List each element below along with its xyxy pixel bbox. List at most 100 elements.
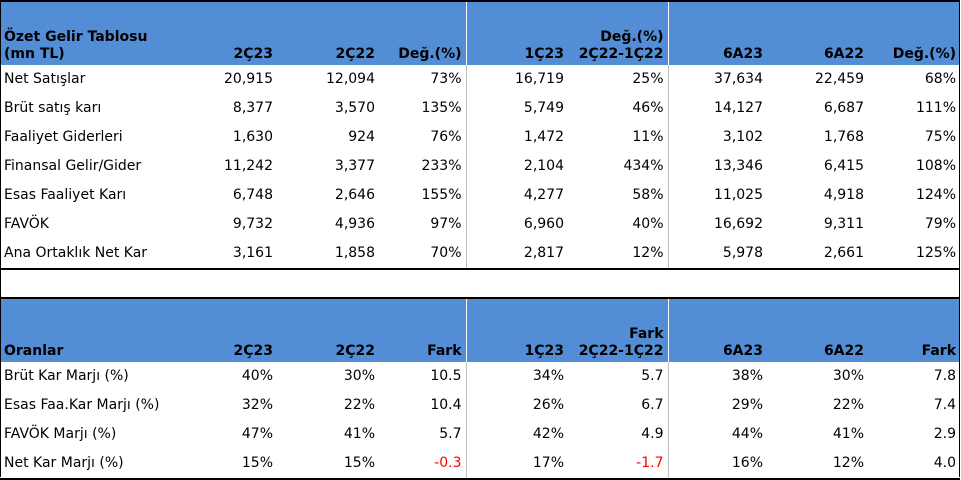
table-cell: -0.3	[434, 455, 462, 471]
table-cell: 97%	[430, 216, 462, 232]
table-cell: 4,936	[334, 216, 375, 232]
header-cell: 6A22	[767, 1, 868, 65]
table-cell: 29%	[667, 391, 767, 420]
table-cell: 7.4	[933, 397, 956, 413]
table-cell: -1.7	[636, 455, 664, 471]
table-cell: 8,377	[232, 100, 273, 116]
table-cell: 12%	[632, 245, 664, 261]
table-cell: 68%	[924, 71, 956, 87]
table-cell: 40%	[241, 368, 273, 384]
header-cell: 1Ç23	[465, 1, 568, 65]
table-cell: 5.7	[641, 368, 664, 384]
table-cell: 41%	[832, 426, 864, 442]
table-cell: 3,102	[667, 123, 767, 152]
table-cell: 3,161	[232, 245, 273, 261]
table-cell: 7.8	[933, 368, 956, 384]
table-cell: 32%	[241, 397, 273, 413]
row-label: Net Kar Marjı (%)	[4, 455, 124, 471]
table-cell: 2,817	[465, 239, 568, 269]
table-cell: 44%	[667, 420, 767, 449]
table-cell: 73%	[430, 71, 462, 87]
header-cell: 2Ç22	[277, 298, 379, 362]
row-label: Finansal Gelir/Gider	[4, 158, 142, 174]
table-cell: 26%	[465, 391, 568, 420]
table-cell: 13,346	[667, 152, 767, 181]
table-cell: 2,661	[823, 245, 864, 261]
table-cell: 16%	[667, 449, 767, 479]
table-row: FAVÖK 9,732 4,936 97% 6,960 40% 16,692 9,311 79%	[0, 210, 960, 239]
table-row: Finansal Gelir/Gider 11,242 3,377 233% 2,104…	[0, 152, 960, 181]
table-row: Brüt satış karı 8,377 3,570 135% 5,749 46% 14,…	[0, 94, 960, 123]
table-cell: 37,634	[667, 65, 767, 94]
table-cell: 4.0	[933, 455, 956, 471]
table-cell: 108%	[915, 158, 956, 174]
table-cell: 6,415	[823, 158, 864, 174]
table-cell: 4,918	[823, 187, 864, 203]
header-cell: 6A23	[667, 1, 767, 65]
table-cell: 6,687	[823, 100, 864, 116]
table-cell: 11,025	[667, 181, 767, 210]
row-label: Ana Ortaklık Net Kar	[4, 245, 148, 261]
table-cell: 12,094	[326, 71, 375, 87]
table-cell: 16,692	[667, 210, 767, 239]
header-cell: Fark	[868, 298, 960, 362]
header-cell: 2Ç23	[183, 298, 277, 362]
table-row: Net Satışlar 20,915 12,094 73% 16,719 25% 37,6…	[0, 65, 960, 94]
table-header-row: Özet Gelir Tablosu (mn TL) 2Ç23 2Ç22 Değ…	[0, 1, 960, 65]
header-cell: Değ.(%) 2Ç22-1Ç22	[568, 1, 668, 65]
table-cell: 22,459	[815, 71, 864, 87]
row-label: Esas Faa.Kar Marjı (%)	[4, 397, 160, 413]
header-cell: 2Ç23	[183, 1, 277, 65]
row-label: Faaliyet Giderleri	[4, 129, 123, 145]
table-row: Net Kar Marjı (%) 15% 15% -0.3 17% -1.7 16% 12%…	[0, 449, 960, 479]
header-cell: Fark 2Ç22-1Ç22	[568, 298, 668, 362]
row-label: Esas Faaliyet Karı	[4, 187, 127, 203]
row-label: FAVÖK Marjı (%)	[4, 426, 117, 442]
ratios-table: Oranlar 2Ç23 2Ç22 Fark 1Ç23 Fark 2Ç22-1Ç…	[0, 297, 960, 480]
table-cell: 46%	[632, 100, 664, 116]
table-row: Esas Faa.Kar Marjı (%) 32% 22% 10.4 26% 6.7 29…	[0, 391, 960, 420]
table-cell: 58%	[632, 187, 664, 203]
header-cell: Değ.(%)	[379, 1, 466, 65]
table-cell: 434%	[623, 158, 664, 174]
table-cell: 2,104	[465, 152, 568, 181]
table-cell: 20,915	[224, 71, 273, 87]
table-cell: 22%	[832, 397, 864, 413]
table-cell: 6,748	[232, 187, 273, 203]
right-border	[959, 0, 960, 477]
header-cell: Fark	[379, 298, 466, 362]
row-label: Brüt satış karı	[4, 100, 102, 116]
table-cell: 124%	[915, 187, 956, 203]
left-border	[0, 0, 1, 477]
table-cell: 9,311	[823, 216, 864, 232]
header-cell: Değ.(%)	[868, 1, 960, 65]
table-cell: 5.7	[439, 426, 462, 442]
table-cell: 30%	[832, 368, 864, 384]
table-cell: 12%	[832, 455, 864, 471]
table-cell: 1,858	[334, 245, 375, 261]
table-cell: 233%	[421, 158, 462, 174]
table-cell: 11,242	[224, 158, 273, 174]
table-cell: 70%	[430, 245, 462, 261]
table-cell: 1,768	[823, 129, 864, 145]
row-label: Brüt Kar Marjı (%)	[4, 368, 129, 384]
income-summary-table: Özet Gelir Tablosu (mn TL) 2Ç23 2Ç22 Değ…	[0, 0, 960, 270]
table-cell: 3,377	[334, 158, 375, 174]
table-cell: 155%	[421, 187, 462, 203]
table-cell: 4,277	[465, 181, 568, 210]
table-cell: 22%	[343, 397, 375, 413]
table-cell: 14,127	[667, 94, 767, 123]
table-cell: 3,570	[334, 100, 375, 116]
table-cell: 25%	[632, 71, 664, 87]
table-cell: 2,646	[334, 187, 375, 203]
table-row: Faaliyet Giderleri 1,630 924 76% 1,472 11% 3,1…	[0, 123, 960, 152]
table-cell: 42%	[465, 420, 568, 449]
table-cell: 79%	[924, 216, 956, 232]
table-cell: 30%	[343, 368, 375, 384]
table-cell: 41%	[343, 426, 375, 442]
table-cell: 15%	[241, 455, 273, 471]
header-cell: 1Ç23	[465, 298, 568, 362]
table-cell: 4.9	[641, 426, 664, 442]
row-label: FAVÖK	[4, 216, 49, 232]
table-cell: 15%	[343, 455, 375, 471]
